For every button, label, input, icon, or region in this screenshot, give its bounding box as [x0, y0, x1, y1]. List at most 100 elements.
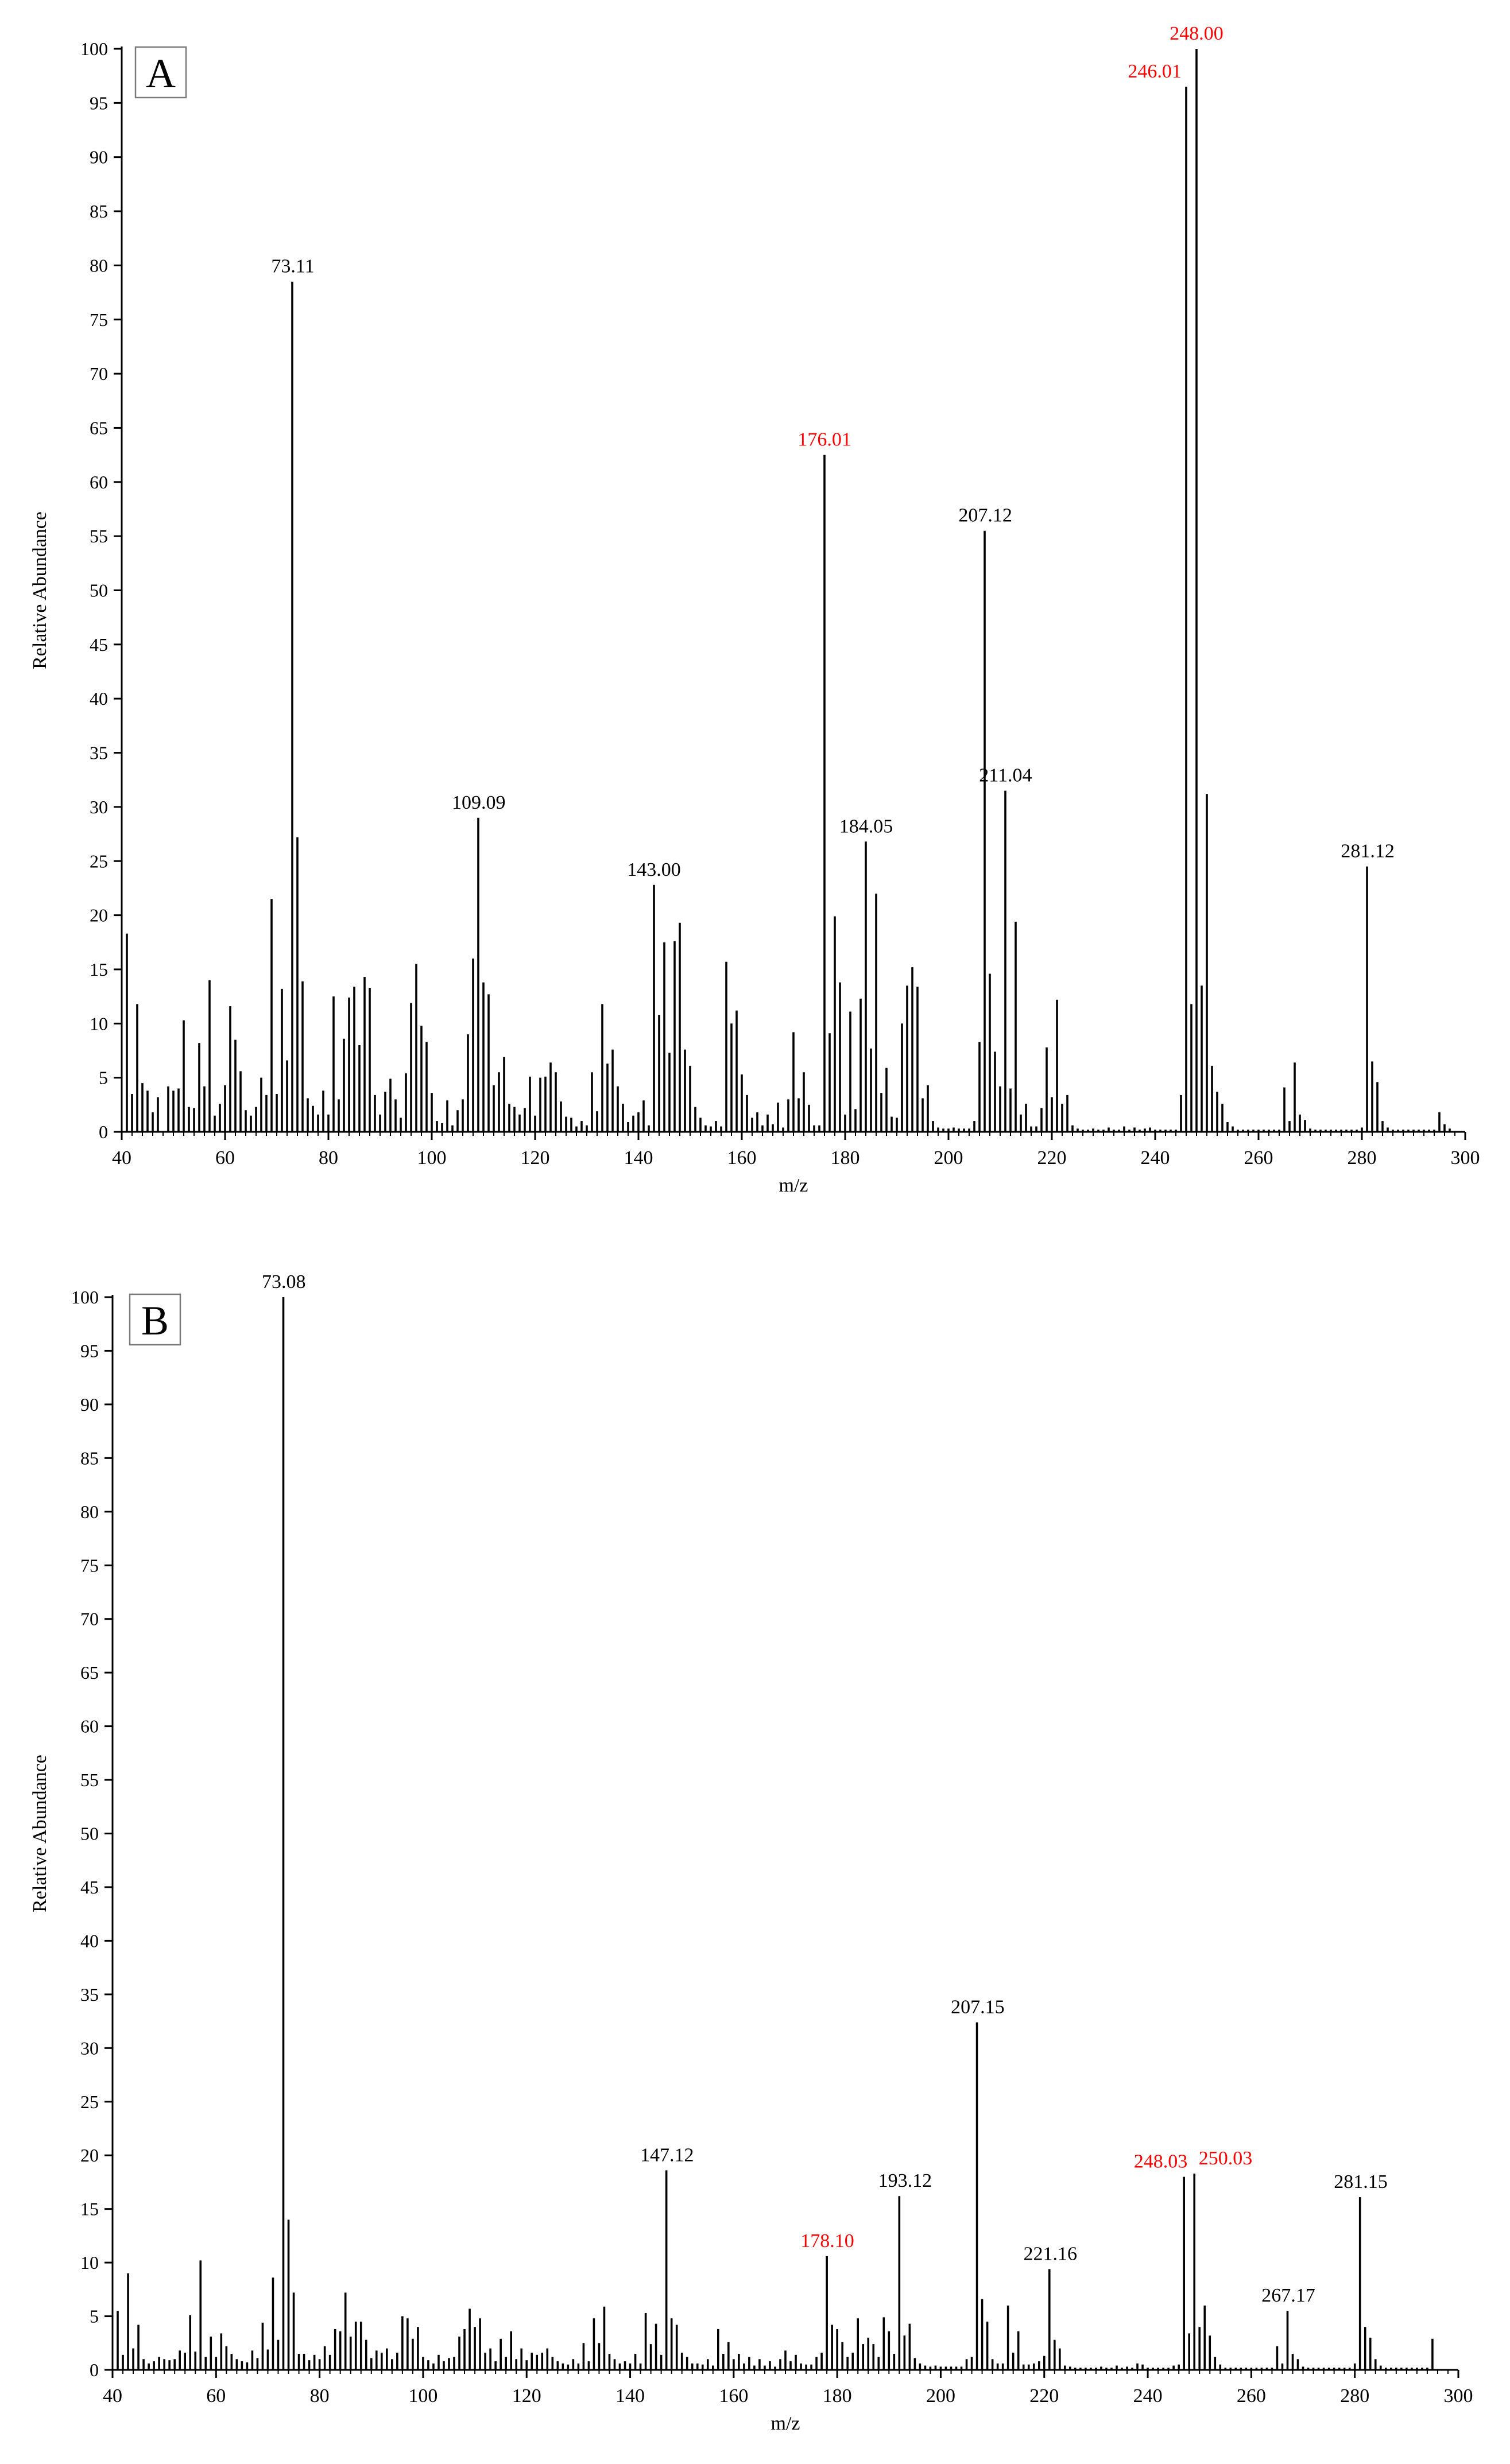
spectrum-panel-b: 0 5 10 15 20 25 30 35 40 45 50 55 60 65 70 75 80 85 90 95 10… [0, 1228, 1510, 2464]
x-tick-label: 100 [417, 1147, 447, 1169]
x-tick-label: 180 [831, 1147, 860, 1169]
x-tick-label: 240 [1133, 2385, 1163, 2407]
y-axis-title: Relative Abundance [29, 1755, 51, 1912]
x-tick-label: 200 [926, 2385, 955, 2407]
panel-label-box [129, 1293, 181, 1346]
x-tick-label: 100 [408, 2385, 437, 2407]
x-tick-label: 220 [1037, 1147, 1067, 1169]
x-tick-label: 200 [934, 1147, 963, 1169]
x-tick-label: 140 [615, 2385, 645, 2407]
y-tick-label: 45 [90, 634, 108, 655]
y-tick-label: 70 [80, 1609, 99, 1629]
peak-annotation: 176.01 [797, 429, 851, 451]
panel-label: A [146, 51, 176, 96]
y-tick-label: 75 [90, 309, 108, 330]
x-tick-label: 80 [310, 2385, 330, 2407]
y-tick-label: 95 [90, 92, 108, 113]
peak-annotation: 248.03 [1134, 2151, 1188, 2172]
y-tick-label: 35 [80, 1984, 99, 2005]
peak-annotation: 281.15 [1334, 2171, 1388, 2193]
x-tick-label: 260 [1237, 2385, 1266, 2407]
spectrum-b-svg: 0 5 10 15 20 25 30 35 40 45 50 55 60 65 70 75 80 85 90 95 10… [29, 1271, 1473, 2434]
y-tick-label: 25 [90, 851, 108, 871]
x-tick-label: 120 [521, 1147, 550, 1169]
y-tick-label: 85 [90, 201, 108, 222]
x-tick-label: 220 [1029, 2385, 1059, 2407]
x-tick-label: 160 [727, 1147, 757, 1169]
y-tick-label: 75 [80, 1555, 99, 1576]
peak-annotation: 184.05 [839, 816, 893, 837]
peak-annotation: 250.03 [1199, 2148, 1253, 2169]
x-tick-label: 140 [624, 1147, 653, 1169]
y-tick-label: 85 [80, 1448, 99, 1468]
x-tick-label: 180 [823, 2385, 852, 2407]
y-tick-label: 20 [90, 905, 108, 926]
y-tick-label: 15 [90, 959, 108, 980]
peak-annotation: 221.16 [1023, 2243, 1077, 2264]
x-tick-label: 280 [1340, 2385, 1369, 2407]
x-tick-label: 240 [1141, 1147, 1170, 1169]
peak-annotation: 143.00 [627, 859, 681, 880]
x-tick-label: 260 [1244, 1147, 1273, 1169]
y-tick-label: 0 [99, 1122, 108, 1142]
x-tick-label: 40 [103, 2385, 122, 2407]
x-tick-label: 60 [206, 2385, 226, 2407]
x-tick-label: 80 [319, 1147, 338, 1169]
y-tick-label: 100 [71, 1287, 99, 1307]
y-tick-label: 35 [90, 743, 108, 763]
y-tick-label: 40 [90, 688, 108, 709]
y-tick-label: 50 [80, 1823, 99, 1844]
peak-annotation: 73.08 [262, 1271, 306, 1293]
y-tick-label: 55 [80, 1770, 99, 1790]
y-tick-label: 30 [80, 2038, 99, 2058]
x-axis-title: m/z [771, 2413, 800, 2434]
x-tick-label: 300 [1444, 2385, 1473, 2407]
peak-annotation: 147.12 [640, 2144, 694, 2166]
x-tick-label: 120 [512, 2385, 541, 2407]
x-tick-label: 60 [215, 1147, 235, 1169]
y-tick-label: 0 [90, 2360, 99, 2380]
y-tick-label: 65 [80, 1662, 99, 1683]
y-tick-label: 95 [80, 1340, 99, 1361]
peak-annotation: 211.04 [979, 765, 1032, 786]
peak-annotation: 281.12 [1341, 841, 1395, 862]
peak-annotation: 246.01 [1128, 61, 1182, 82]
y-tick-label: 5 [99, 1068, 108, 1088]
peak-annotation: 207.15 [951, 1996, 1005, 2017]
peak-annotation: 178.10 [800, 2230, 854, 2252]
y-tick-label: 90 [90, 147, 108, 168]
peak-annotation: 73.11 [271, 256, 314, 277]
y-tick-label: 65 [90, 417, 108, 438]
y-tick-label: 20 [80, 2145, 99, 2166]
y-tick-label: 25 [80, 2092, 99, 2112]
spectrum-panel-a: 0 5 10 15 20 25 30 35 40 45 50 55 60 65 70 75 80 85 90 95 10… [0, 0, 1510, 1228]
y-tick-label: 100 [80, 38, 108, 59]
x-tick-label: 300 [1451, 1147, 1480, 1169]
x-axis-title: m/z [779, 1175, 808, 1196]
y-tick-label: 90 [80, 1394, 99, 1415]
y-tick-label: 60 [90, 472, 108, 492]
y-tick-label: 80 [90, 255, 108, 275]
y-tick-label: 45 [80, 1877, 99, 1898]
y-tick-label: 10 [80, 2252, 99, 2273]
peak-annotation: 267.17 [1261, 2285, 1315, 2306]
y-tick-label: 10 [90, 1013, 108, 1034]
y-tick-label: 80 [80, 1501, 99, 1522]
y-axis-title: Relative Abundance [29, 511, 51, 669]
peak-annotation: 193.12 [878, 2170, 932, 2191]
y-tick-label: 55 [90, 526, 108, 546]
y-tick-label: 30 [90, 797, 108, 817]
peak-annotation: 109.09 [452, 792, 506, 813]
x-tick-label: 40 [112, 1147, 131, 1169]
peak-annotation: 248.00 [1170, 23, 1224, 44]
y-tick-label: 15 [80, 2199, 99, 2219]
y-tick-label: 60 [80, 1716, 99, 1737]
spectrum-a-svg: 0 5 10 15 20 25 30 35 40 45 50 55 60 65 70 75 80 85 90 95 10… [29, 23, 1480, 1196]
peak-annotation: 207.12 [958, 505, 1012, 526]
x-tick-label: 280 [1348, 1147, 1377, 1169]
y-tick-label: 5 [90, 2306, 99, 2327]
panel-label: B [141, 1298, 169, 1344]
panel-label-box [134, 46, 187, 99]
y-tick-label: 40 [80, 1930, 99, 1951]
y-tick-label: 50 [90, 580, 108, 601]
